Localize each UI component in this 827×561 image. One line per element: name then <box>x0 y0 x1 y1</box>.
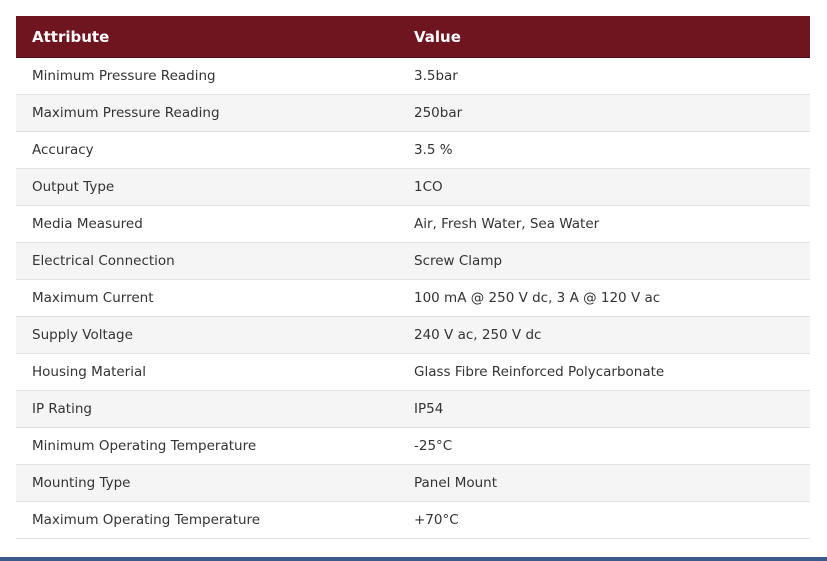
value-cell: 250bar <box>399 94 810 132</box>
value-cell: 1CO <box>399 168 810 206</box>
attribute-cell: Mounting Type <box>16 464 399 502</box>
attribute-column-header: Attribute <box>16 16 399 58</box>
table-row: Minimum Pressure Reading 3.5bar <box>16 57 810 95</box>
value-cell: 240 V ac, 250 V dc <box>399 316 810 354</box>
value-cell: Air, Fresh Water, Sea Water <box>399 205 810 243</box>
table-row: Housing Material Glass Fibre Reinforced … <box>16 353 810 391</box>
value-cell: IP54 <box>399 390 810 428</box>
table-row: Minimum Operating Temperature -25°C <box>16 427 810 465</box>
attribute-cell: Media Measured <box>16 205 399 243</box>
value-cell: 100 mA @ 250 V dc, 3 A @ 120 V ac <box>399 279 810 317</box>
attribute-cell: Accuracy <box>16 131 399 169</box>
table-row: Maximum Operating Temperature +70°C <box>16 501 810 539</box>
value-cell: Glass Fibre Reinforced Polycarbonate <box>399 353 810 391</box>
attribute-cell: Output Type <box>16 168 399 206</box>
table-row: Electrical Connection Screw Clamp <box>16 242 810 280</box>
table-body: Minimum Pressure Reading 3.5bar Maximum … <box>16 57 810 539</box>
attribute-cell: Maximum Operating Temperature <box>16 501 399 539</box>
table-row: Mounting Type Panel Mount <box>16 464 810 502</box>
header-row: Attribute Value <box>16 16 810 58</box>
value-cell: -25°C <box>399 427 810 465</box>
value-cell: Panel Mount <box>399 464 810 502</box>
table-row: Supply Voltage 240 V ac, 250 V dc <box>16 316 810 354</box>
value-cell: Screw Clamp <box>399 242 810 280</box>
attribute-cell: Housing Material <box>16 353 399 391</box>
attribute-cell: Maximum Pressure Reading <box>16 94 399 132</box>
table-row: IP Rating IP54 <box>16 390 810 428</box>
table-row: Maximum Current 100 mA @ 250 V dc, 3 A @… <box>16 279 810 317</box>
page-bottom-border <box>0 557 827 561</box>
table-row: Accuracy 3.5 % <box>16 131 810 169</box>
value-column-header: Value <box>399 16 810 58</box>
attribute-cell: Minimum Operating Temperature <box>16 427 399 465</box>
attribute-cell: Supply Voltage <box>16 316 399 354</box>
table-header: Attribute Value <box>16 16 810 58</box>
value-cell: 3.5bar <box>399 57 810 95</box>
table-row: Maximum Pressure Reading 250bar <box>16 94 810 132</box>
table-row: Media Measured Air, Fresh Water, Sea Wat… <box>16 205 810 243</box>
attribute-cell: IP Rating <box>16 390 399 428</box>
attribute-cell: Minimum Pressure Reading <box>16 57 399 95</box>
attribute-cell: Maximum Current <box>16 279 399 317</box>
specifications-table: Attribute Value Minimum Pressure Reading… <box>16 16 810 539</box>
value-cell: +70°C <box>399 501 810 539</box>
table-row: Output Type 1CO <box>16 168 810 206</box>
attribute-cell: Electrical Connection <box>16 242 399 280</box>
value-cell: 3.5 % <box>399 131 810 169</box>
